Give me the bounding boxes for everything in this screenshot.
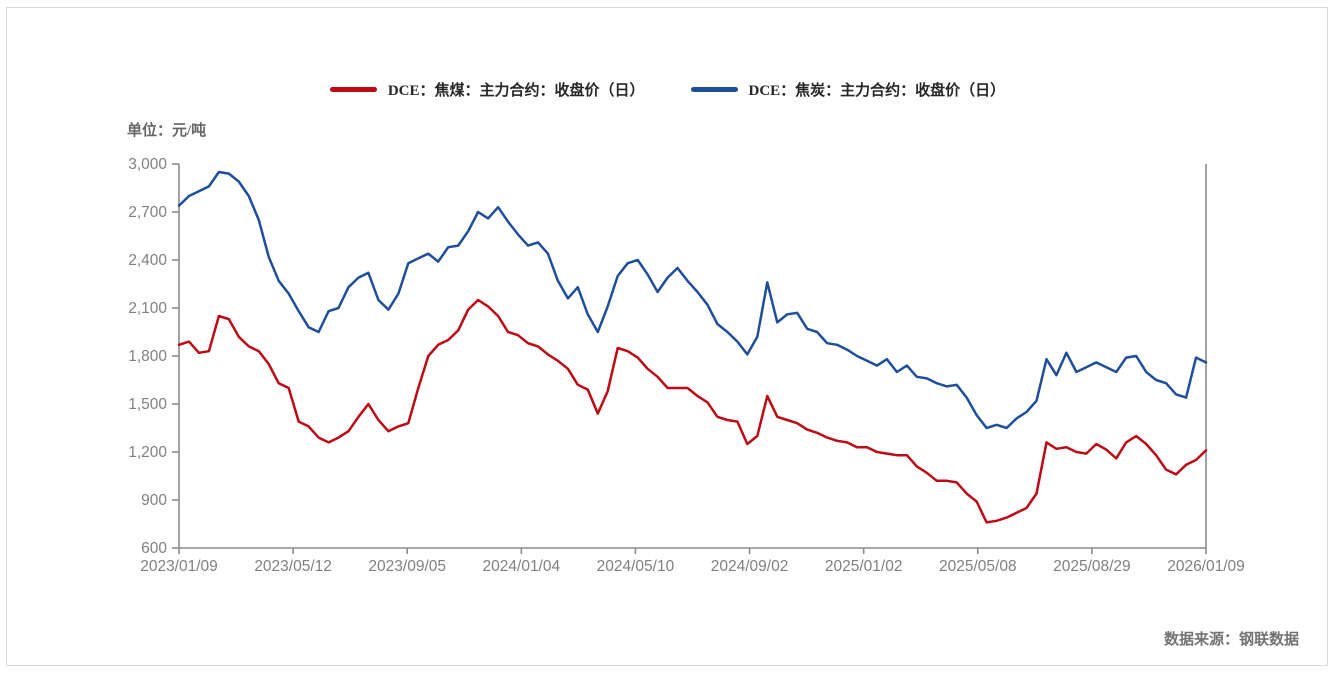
- chart-panel-border: [6, 7, 1328, 666]
- series-line-jiaomei: [177, 298, 1208, 524]
- data-source-label: 数据来源：钢联数据: [1163, 632, 1299, 648]
- y-tick-label: 900: [141, 492, 167, 509]
- y-tick-label: 1,200: [128, 444, 167, 461]
- legend-item-jiaomei: DCE：焦煤：主力合约：收盘价（日）: [329, 79, 645, 100]
- y-tick-label: 3,000: [128, 156, 167, 173]
- y-axis-unit-label: 单位：元/吨: [127, 123, 207, 139]
- legend: DCE：焦煤：主力合约：收盘价（日） DCE：焦炭：主力合约：收盘价（日）: [0, 79, 1335, 100]
- y-tick-label: 2,700: [128, 204, 167, 221]
- y-tick-label: 2,400: [128, 252, 167, 269]
- y-tick-label: 1,500: [128, 396, 167, 413]
- x-tick-label: 2023/01/09: [140, 558, 218, 575]
- x-tick-label: 2025/05/08: [939, 558, 1017, 575]
- series-line-jiaotan: [177, 170, 1208, 430]
- y-tick-label: 600: [141, 540, 167, 557]
- x-tick-label: 2025/08/29: [1053, 558, 1131, 575]
- y-tick-label: 2,100: [128, 300, 167, 317]
- x-tick-label: 2023/05/12: [254, 558, 332, 575]
- legend-swatch-blue-line: [690, 87, 738, 92]
- x-tick-label: 2024/09/02: [711, 558, 789, 575]
- legend-label-jiaotan: DCE：焦炭：主力合约：收盘价（日）: [748, 83, 1006, 99]
- x-tick-label: 2025/01/02: [825, 558, 903, 575]
- legend-item-jiaotan: DCE：焦炭：主力合约：收盘价（日）: [690, 79, 1006, 100]
- x-tick-label: 2023/09/05: [368, 558, 446, 575]
- x-tick-label: 2026/01/09: [1167, 558, 1245, 575]
- legend-swatch-red-line: [329, 87, 377, 92]
- y-tick-label: 1,800: [128, 348, 167, 365]
- legend-label-jiaomei: DCE：焦煤：主力合约：收盘价（日）: [387, 83, 645, 99]
- x-tick-label: 2024/05/10: [597, 558, 675, 575]
- x-tick-label: 2024/01/04: [483, 558, 561, 575]
